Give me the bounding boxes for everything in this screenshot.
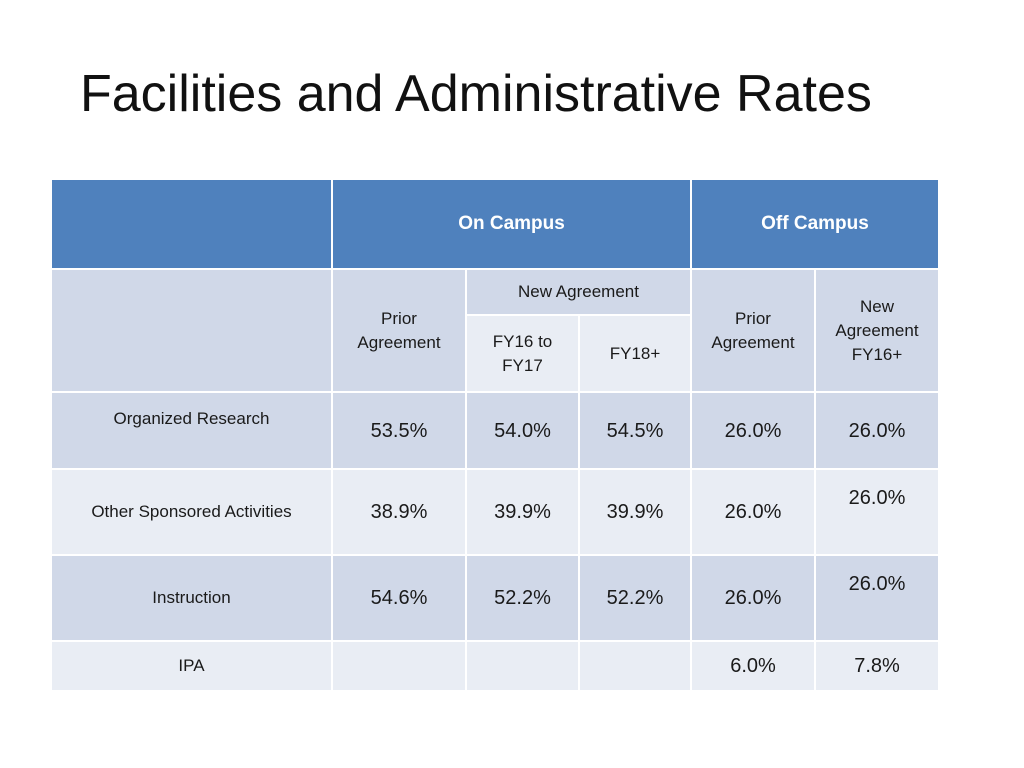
row-label: Instruction <box>52 556 331 640</box>
cell-value: 26.0% <box>816 556 938 640</box>
cell-value: 38.9% <box>333 470 465 554</box>
subheader-blank <box>52 270 331 391</box>
row-label: Other Sponsored Activities <box>52 470 331 554</box>
cell-value <box>580 642 690 690</box>
header-blank <box>52 180 331 268</box>
cell-value: 54.6% <box>333 556 465 640</box>
cell-value: 39.9% <box>580 470 690 554</box>
cell-value <box>333 642 465 690</box>
cell-value: 7.8% <box>816 642 938 690</box>
cell-value <box>467 642 578 690</box>
row-label: Organized Research <box>52 393 331 468</box>
cell-value: 53.5% <box>333 393 465 468</box>
subheader-off-prior: Prior Agreement <box>692 270 814 391</box>
subheader-new-agreement: New Agreement <box>467 270 690 314</box>
header-off-campus: Off Campus <box>692 180 938 268</box>
cell-value: 26.0% <box>692 470 814 554</box>
cell-value: 26.0% <box>692 556 814 640</box>
cell-value: 26.0% <box>692 393 814 468</box>
cell-value: 52.2% <box>580 556 690 640</box>
cell-value: 54.0% <box>467 393 578 468</box>
row-label: IPA <box>52 642 331 690</box>
cell-value: 39.9% <box>467 470 578 554</box>
subheader-off-new: New Agreement FY16+ <box>816 270 938 391</box>
header-on-campus: On Campus <box>333 180 690 268</box>
cell-value: 26.0% <box>816 393 938 468</box>
cell-value: 6.0% <box>692 642 814 690</box>
subheader-on-prior: Prior Agreement <box>333 270 465 391</box>
subheader-fy18: FY18+ <box>580 316 690 391</box>
cell-value: 52.2% <box>467 556 578 640</box>
subheader-fy16-17: FY16 to FY17 <box>467 316 578 391</box>
cell-value: 26.0% <box>816 470 938 554</box>
slide-title: Facilities and Administrative Rates <box>80 65 872 123</box>
cell-value: 54.5% <box>580 393 690 468</box>
